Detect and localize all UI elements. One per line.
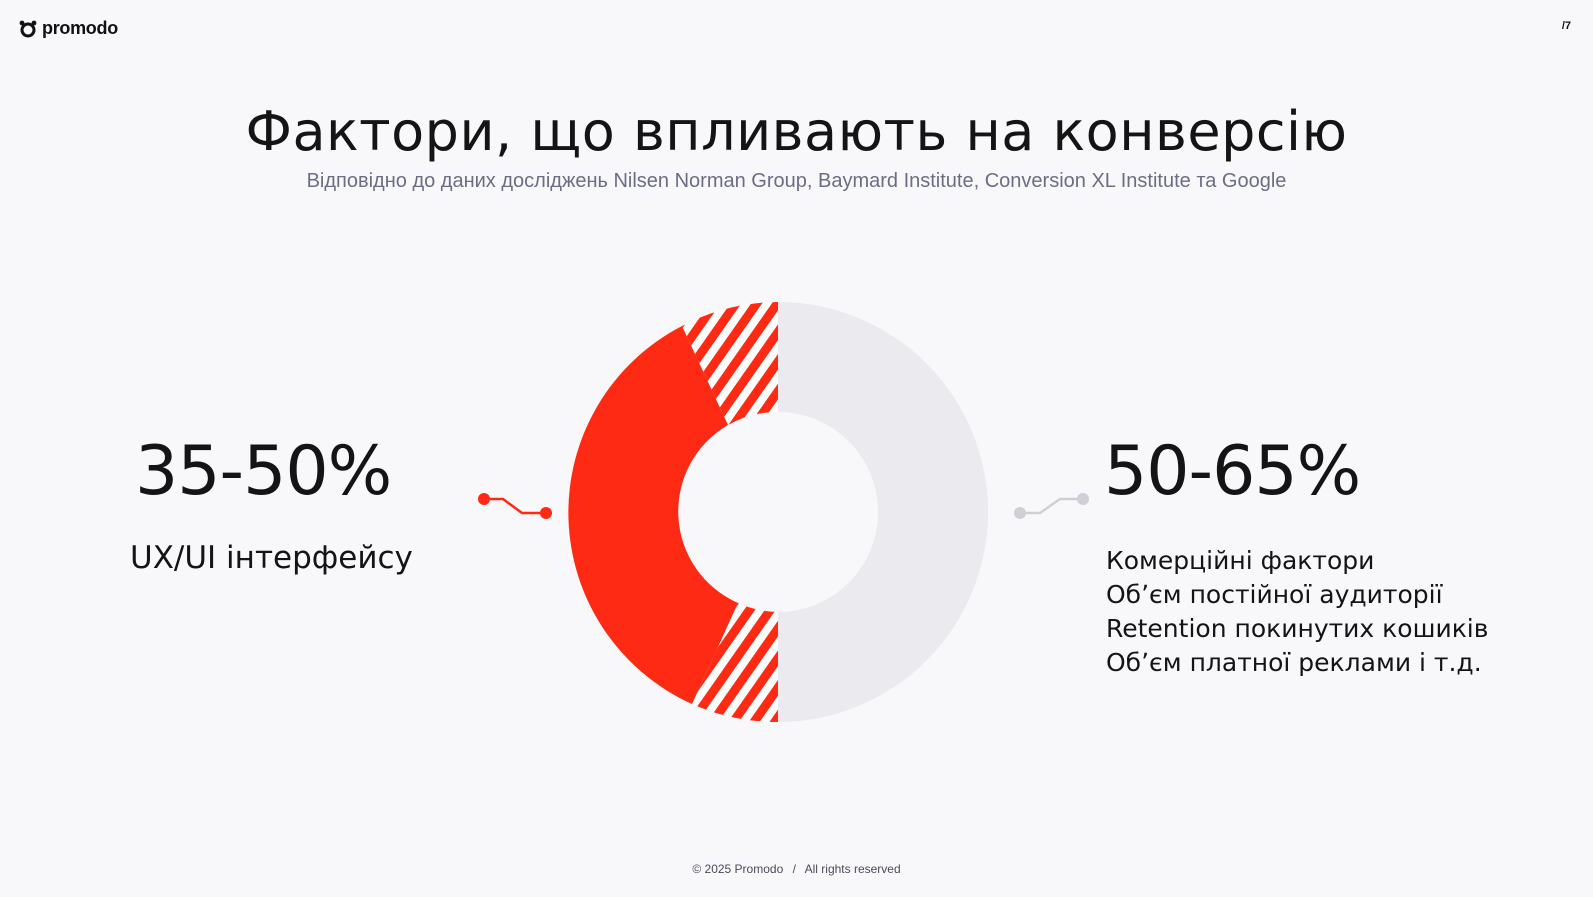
footer-separator: /: [792, 862, 796, 876]
ux-ui-segment: [568, 326, 738, 704]
ux-range-lower-hatched: [692, 603, 778, 723]
factor-item-paid-ads: Обʼєм платної реклами і т.д.: [1106, 648, 1482, 677]
left-connector: [478, 493, 552, 519]
factor-item-commercial: Комерційні фактори: [1106, 546, 1375, 575]
other-factors-segment: [778, 302, 988, 722]
footer: © 2025 Promodo / All rights reserved: [0, 862, 1593, 876]
page-number: /7: [1561, 20, 1571, 32]
footer-rights: All rights reserved: [804, 862, 901, 876]
factor-item-retention: Retention покинутих кошиків: [1106, 614, 1489, 643]
factor-item-audience: Обʼєм постійної аудиторії: [1106, 580, 1443, 609]
slide-title: Фактори, що впливають на конверсію: [245, 100, 1348, 163]
slide-subtitle: Відповідно до даних досліджень Nilsen No…: [306, 170, 1287, 192]
promodo-logo: promodo: [18, 18, 118, 39]
other-factors-list: Комерційні фактори Обʼєм постійної аудит…: [1106, 544, 1488, 680]
footer-copyright: © 2025 Promodo: [692, 862, 784, 876]
ux-ui-label: UX/UI інтерфейсу: [130, 540, 413, 576]
ux-range-upper-hatched: [682, 302, 778, 425]
ux-ui-percentage: 35-50%: [135, 432, 392, 511]
conversion-donut-chart: [478, 302, 1089, 723]
right-connector: [1014, 493, 1089, 519]
promodo-mark-icon: [19, 20, 37, 37]
logo-text: promodo: [42, 18, 118, 38]
other-factors-percentage: 50-65%: [1104, 432, 1361, 511]
